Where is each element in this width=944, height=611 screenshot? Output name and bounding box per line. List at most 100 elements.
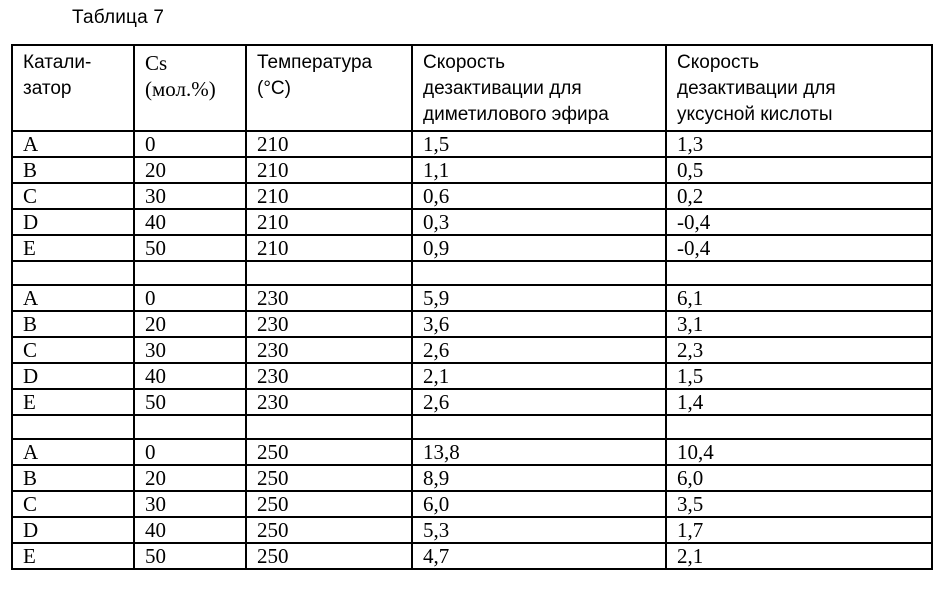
cell-acetic-acid-rate: 1,3 <box>665 130 933 158</box>
cell-dme-rate: 2,6 <box>411 336 667 364</box>
cell-catalyst: D <box>11 208 135 236</box>
cell-temperature: 230 <box>245 362 413 390</box>
cell-acetic-acid-rate: 10,4 <box>665 438 933 466</box>
table-row: C 30 210 0,6 0,2 <box>11 182 933 210</box>
table-row: A 0 230 5,9 6,1 <box>11 284 933 312</box>
cell-temperature: 250 <box>245 438 413 466</box>
cell-dme-rate: 13,8 <box>411 438 667 466</box>
cell-temperature: 250 <box>245 490 413 518</box>
cell-temperature <box>245 260 413 286</box>
header-line: Катали- <box>23 52 92 73</box>
table-row: A 0 250 13,8 10,4 <box>11 438 933 466</box>
cell-cs: 30 <box>133 490 247 518</box>
table-row: B 20 250 8,9 6,0 <box>11 464 933 492</box>
cell-catalyst: B <box>11 156 135 184</box>
table-row: A 0 210 1,5 1,3 <box>11 130 933 158</box>
cell-cs: 30 <box>133 336 247 364</box>
cell-catalyst: E <box>11 388 135 416</box>
table-row: D 40 230 2,1 1,5 <box>11 362 933 390</box>
cell-dme-rate: 4,7 <box>411 542 667 570</box>
cell-cs: 0 <box>133 284 247 312</box>
cell-dme-rate: 5,3 <box>411 516 667 544</box>
header-line: Температура <box>257 52 373 73</box>
header-line: дезактивации для <box>423 78 582 99</box>
cell-cs: 50 <box>133 542 247 570</box>
cell-acetic-acid-rate: 3,1 <box>665 310 933 338</box>
header-line: Скорость <box>423 52 506 73</box>
cell-dme-rate: 0,6 <box>411 182 667 210</box>
cell-catalyst: E <box>11 542 135 570</box>
cell-dme-rate: 8,9 <box>411 464 667 492</box>
cell-temperature: 230 <box>245 336 413 364</box>
header-line: диметилового эфира <box>423 104 609 125</box>
cell-acetic-acid-rate: -0,4 <box>665 208 933 236</box>
header-row: Катали- затор Cs (мол.%) Температура (°C… <box>11 44 933 132</box>
cell-cs: 40 <box>133 516 247 544</box>
cell-dme-rate <box>411 414 667 440</box>
header-line: Cs <box>145 51 168 75</box>
header-catalyst: Катали- затор <box>11 44 135 132</box>
cell-acetic-acid-rate: 0,5 <box>665 156 933 184</box>
cell-temperature: 250 <box>245 542 413 570</box>
cell-dme-rate: 1,5 <box>411 130 667 158</box>
cell-temperature <box>245 414 413 440</box>
cell-dme-rate <box>411 260 667 286</box>
table-row: D 40 210 0,3 -0,4 <box>11 208 933 236</box>
cell-cs: 40 <box>133 362 247 390</box>
cell-acetic-acid-rate <box>665 414 933 440</box>
table-row: B 20 230 3,6 3,1 <box>11 310 933 338</box>
header-line: дезактивации для <box>677 78 836 99</box>
cell-catalyst: A <box>11 438 135 466</box>
table-row: E 50 250 4,7 2,1 <box>11 542 933 570</box>
cell-temperature: 210 <box>245 130 413 158</box>
cell-catalyst <box>11 414 135 440</box>
header-dme-rate: Скорость дезактивации для диметилового э… <box>411 44 667 132</box>
table-row: E 50 230 2,6 1,4 <box>11 388 933 416</box>
cell-acetic-acid-rate: 3,5 <box>665 490 933 518</box>
table-row: B 20 210 1,1 0,5 <box>11 156 933 184</box>
cell-catalyst: C <box>11 182 135 210</box>
cell-acetic-acid-rate: 1,5 <box>665 362 933 390</box>
cell-dme-rate: 0,3 <box>411 208 667 236</box>
cell-cs: 20 <box>133 156 247 184</box>
cell-acetic-acid-rate: -0,4 <box>665 234 933 262</box>
cell-catalyst: E <box>11 234 135 262</box>
cell-dme-rate: 0,9 <box>411 234 667 262</box>
header-line: Скорость <box>677 52 760 73</box>
cell-catalyst: A <box>11 284 135 312</box>
cell-cs: 50 <box>133 388 247 416</box>
cell-temperature: 230 <box>245 388 413 416</box>
header-line: уксусной кислоты <box>677 104 833 125</box>
cell-cs <box>133 260 247 286</box>
cell-cs: 40 <box>133 208 247 236</box>
cell-dme-rate: 5,9 <box>411 284 667 312</box>
cell-dme-rate: 6,0 <box>411 490 667 518</box>
table-row: E 50 210 0,9 -0,4 <box>11 234 933 262</box>
cell-acetic-acid-rate: 6,1 <box>665 284 933 312</box>
cell-catalyst: D <box>11 516 135 544</box>
cell-catalyst <box>11 260 135 286</box>
cell-acetic-acid-rate: 2,3 <box>665 336 933 364</box>
table-row: D 40 250 5,3 1,7 <box>11 516 933 544</box>
cell-acetic-acid-rate: 0,2 <box>665 182 933 210</box>
cell-catalyst: B <box>11 464 135 492</box>
header-line: (мол.%) <box>145 77 216 101</box>
cell-catalyst: B <box>11 310 135 338</box>
cell-cs <box>133 414 247 440</box>
cell-dme-rate: 2,1 <box>411 362 667 390</box>
cell-acetic-acid-rate: 1,7 <box>665 516 933 544</box>
cell-temperature: 210 <box>245 234 413 262</box>
cell-temperature: 210 <box>245 208 413 236</box>
cell-dme-rate: 1,1 <box>411 156 667 184</box>
cell-dme-rate: 3,6 <box>411 310 667 338</box>
table-row <box>11 414 933 440</box>
cell-temperature: 250 <box>245 516 413 544</box>
cell-acetic-acid-rate <box>665 260 933 286</box>
cell-acetic-acid-rate: 2,1 <box>665 542 933 570</box>
cell-catalyst: A <box>11 130 135 158</box>
table-body: A 0 210 1,5 1,3 B 20 210 1,1 0,5 C 30 210 0,6 0,2 D 40 21… <box>11 130 933 570</box>
cell-cs: 0 <box>133 438 247 466</box>
cell-cs: 20 <box>133 310 247 338</box>
cell-temperature: 230 <box>245 284 413 312</box>
table-row: C 30 250 6,0 3,5 <box>11 490 933 518</box>
